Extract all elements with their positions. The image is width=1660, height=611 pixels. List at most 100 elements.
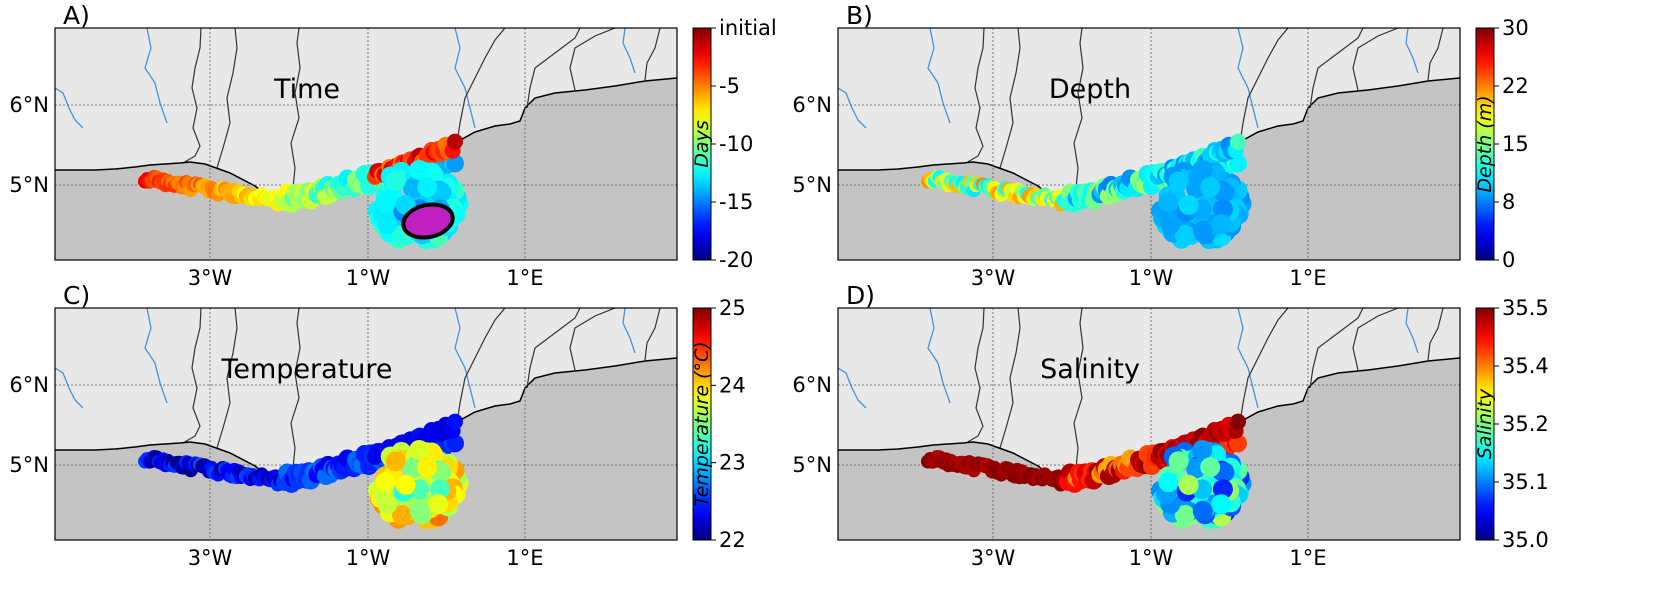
country-border: [965, 308, 985, 444]
drifter-point: [391, 505, 412, 525]
river-line: [927, 28, 951, 124]
colorbar-gradient: [692, 307, 712, 541]
drifter-point: [1168, 451, 1189, 472]
colorbar: initial -5 -10 -15 -20 Days: [691, 16, 777, 272]
drifter-point: [1192, 160, 1213, 180]
panel-c: Temperature C) 6°N 5°N 3°W 1°W 1°E: [9, 281, 678, 570]
map-frame: [837, 27, 1461, 261]
colorbar-tick-label: 23: [719, 451, 746, 475]
drifter-point: [1200, 457, 1221, 478]
lat-tick-label: 5°N: [792, 453, 832, 477]
drifter-point: [409, 500, 430, 521]
lat-tick-label: 6°N: [792, 93, 832, 117]
panel-b: Depth B) 6°N 5°N 3°W 1°W 1°E: [792, 1, 1461, 290]
country-border: [290, 28, 301, 189]
river-line: [55, 87, 84, 129]
colorbar-tick-label: -5: [719, 74, 740, 98]
lon-tick-label: 3°W: [188, 266, 233, 290]
drifter-point: [1174, 505, 1195, 525]
drifter-point: [429, 479, 450, 500]
river-line: [1237, 28, 1259, 129]
country-border: [1239, 28, 1289, 144]
map-area: [55, 28, 677, 260]
drifter-point: [1211, 494, 1232, 515]
drifter-point: [1178, 194, 1199, 215]
river-line: [1405, 308, 1419, 354]
country-border: [182, 308, 202, 444]
colorbar-tick-label: 15: [1502, 132, 1529, 156]
lat-tick-label: 5°N: [792, 173, 832, 197]
panel-letter: B): [846, 1, 873, 30]
country-border: [526, 28, 581, 109]
lat-tick-label: 6°N: [792, 373, 832, 397]
colorbar-tick-label: 30: [1502, 16, 1529, 40]
drifter-point: [1158, 472, 1179, 493]
colorbar-tick-label: 35.5: [1502, 296, 1549, 320]
river-line: [622, 28, 636, 74]
colorbar: 25 24 23 22 Temperature (°C): [691, 296, 746, 552]
land: [838, 28, 1460, 206]
drifter-point: [1212, 479, 1233, 500]
drifter-point: [447, 133, 463, 150]
drifter-point: [375, 192, 396, 213]
panel-letter: A): [63, 1, 90, 30]
country-border: [526, 308, 581, 389]
river-line: [838, 367, 867, 409]
drifter-point: [446, 434, 464, 453]
drifter-point: [446, 154, 464, 173]
colorbar-tick-label: 35.0: [1502, 528, 1549, 552]
country-border: [569, 308, 616, 371]
drifter-point: [385, 171, 406, 192]
land: [55, 308, 677, 486]
country-border: [1352, 28, 1399, 91]
plume-points: [921, 413, 1252, 530]
drifter-point: [1192, 440, 1213, 460]
country-border: [644, 28, 661, 81]
drifter-point: [1192, 220, 1213, 241]
drifter-point: [417, 177, 438, 198]
colorbar-label: Days: [691, 120, 713, 168]
drifter-point: [1229, 154, 1247, 173]
colorbar-tick-label: 0: [1502, 248, 1515, 272]
panel-letter: D): [846, 281, 875, 310]
drifter-point: [1158, 192, 1179, 213]
panel-d: Salinity D) 6°N 5°N 3°W 1°W 1°E: [792, 281, 1461, 570]
lon-tick-label: 1°W: [1129, 546, 1174, 570]
drifter-point: [1192, 500, 1213, 521]
river-line: [1405, 28, 1419, 74]
colorbar-tick-label: -20: [719, 248, 753, 272]
panel-letter: C): [63, 281, 90, 310]
panel-title: Temperature: [220, 354, 392, 385]
drifter-point: [447, 413, 463, 430]
lat-tick-label: 5°N: [9, 453, 49, 477]
panel-title: Salinity: [1040, 354, 1140, 385]
lon-tick-label: 1°E: [506, 546, 543, 570]
land: [838, 308, 1460, 486]
country-border: [999, 28, 1021, 169]
country-border: [1239, 308, 1289, 424]
country-border: [290, 308, 301, 469]
country-border: [1427, 28, 1444, 81]
lon-tick-label: 3°W: [971, 266, 1016, 290]
map-area: [55, 308, 677, 540]
lon-tick-label: 1°W: [346, 546, 391, 570]
drifter-point: [1230, 413, 1246, 430]
river-line: [55, 367, 84, 409]
lon-tick-label: 1°E: [1289, 546, 1326, 570]
drifter-point: [409, 440, 430, 460]
land: [55, 28, 677, 206]
lon-tick-label: 1°E: [1289, 266, 1326, 290]
country-border: [965, 28, 985, 164]
colorbar-tick-label: 35.1: [1502, 470, 1549, 494]
colorbar-tick-label: -15: [719, 190, 753, 214]
lat-tick-label: 6°N: [9, 93, 49, 117]
country-border: [999, 308, 1021, 449]
colorbar-tick-label: 35.4: [1502, 354, 1549, 378]
drifter-point: [1212, 199, 1233, 220]
panel-a: Time A) 6°N 5°N 3°W 1°W 1°E: [9, 1, 678, 290]
drifter-point: [385, 451, 406, 472]
drifter-point: [1178, 474, 1199, 495]
country-border: [216, 28, 238, 169]
country-border: [644, 308, 661, 361]
